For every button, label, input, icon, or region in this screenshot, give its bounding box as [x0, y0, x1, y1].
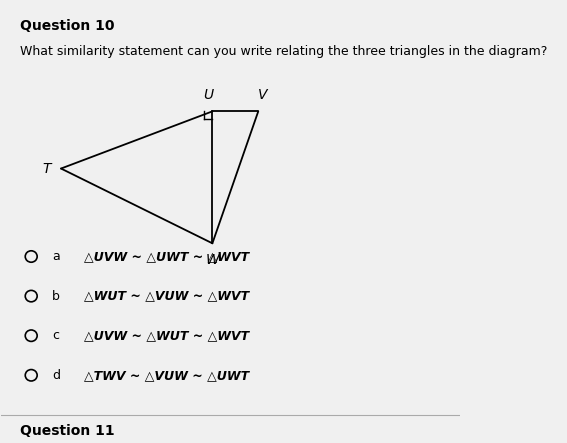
Text: W: W: [205, 253, 219, 267]
Text: T: T: [43, 162, 51, 175]
Text: d: d: [52, 369, 60, 382]
Text: △WUT ~ △VUW ~ △WVT: △WUT ~ △VUW ~ △WVT: [84, 290, 249, 303]
Text: What similarity statement can you write relating the three triangles in the diag: What similarity statement can you write …: [20, 45, 547, 58]
Text: △TWV ~ △VUW ~ △UWT: △TWV ~ △VUW ~ △UWT: [84, 369, 249, 382]
Text: c: c: [52, 329, 59, 342]
Text: b: b: [52, 290, 60, 303]
Text: U: U: [203, 88, 213, 102]
Text: V: V: [258, 88, 268, 102]
Text: Question 11: Question 11: [20, 424, 115, 438]
Text: △UVW ~ △WUT ~ △WVT: △UVW ~ △WUT ~ △WVT: [84, 329, 249, 342]
Text: △UVW ~ △UWT ~ △WVT: △UVW ~ △UWT ~ △WVT: [84, 250, 249, 263]
Text: Question 10: Question 10: [20, 19, 114, 33]
Text: a: a: [52, 250, 60, 263]
